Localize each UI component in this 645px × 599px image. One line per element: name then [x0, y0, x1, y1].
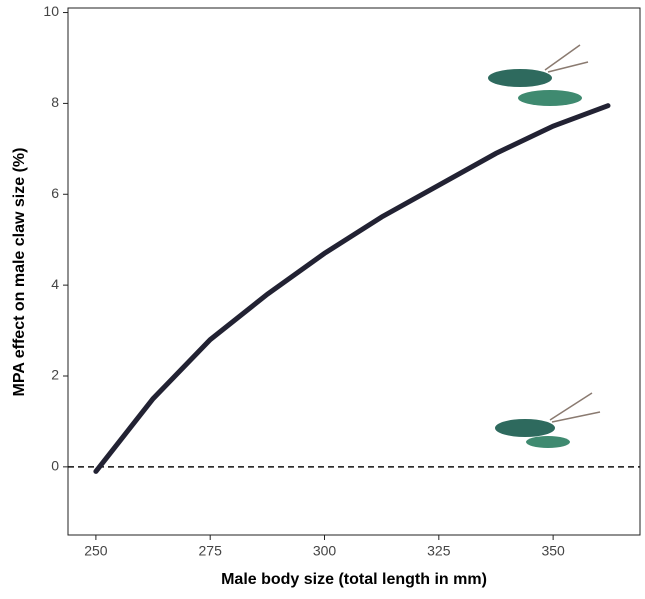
y-tick-label: 10	[43, 3, 59, 19]
lobster-icon	[488, 44, 601, 448]
y-tick-label: 8	[51, 94, 59, 110]
y-tick-label: 2	[51, 367, 59, 383]
x-tick-label: 300	[313, 543, 337, 559]
x-axis-title: Male body size (total length in mm)	[221, 571, 487, 588]
plot-frame	[67, 7, 641, 536]
y-tick-label: 0	[51, 458, 59, 474]
x-tick-label: 250	[84, 543, 108, 559]
x-tick-label: 325	[427, 543, 451, 559]
data-line	[93, 103, 611, 474]
y-tick-label: 6	[51, 185, 59, 201]
y-axis-title: MPA effect on male claw size (%)	[11, 148, 28, 397]
y-tick-label: 4	[51, 276, 59, 292]
x-tick-label: 275	[199, 543, 223, 559]
x-tick-label: 350	[541, 543, 565, 559]
